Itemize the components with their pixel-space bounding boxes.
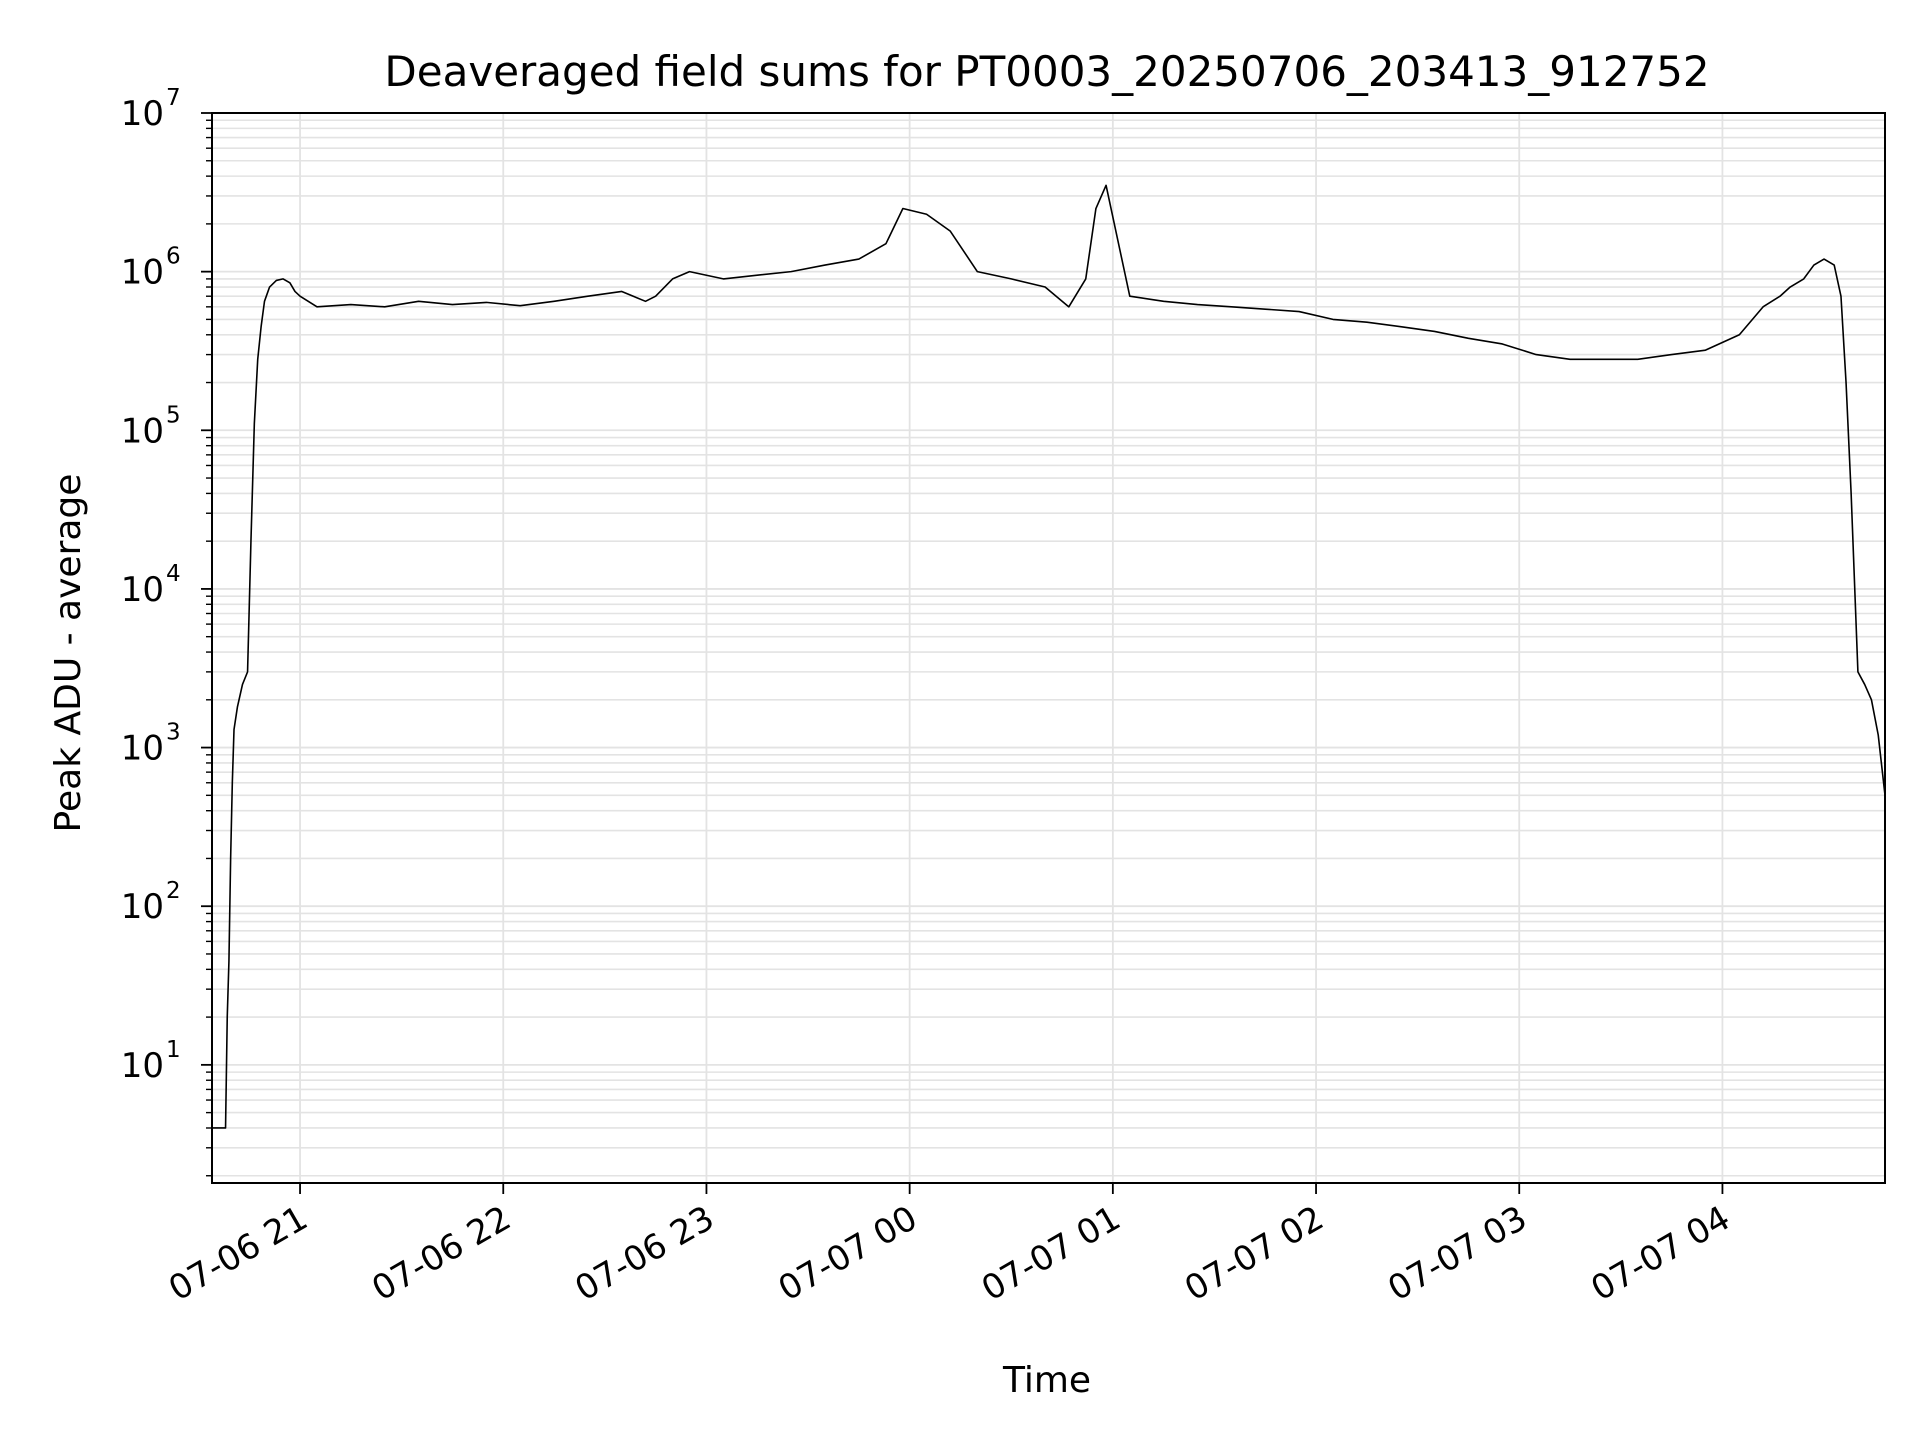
y-tick-label-exponent: 4 [166, 561, 181, 587]
y-tick-label: 10 5 [121, 402, 181, 451]
y-tick-label-base: 10 [121, 1046, 164, 1086]
y-tick-label: 10 6 [121, 244, 181, 293]
y-tick-label: 10 4 [121, 561, 181, 610]
y-tick-label-base: 10 [121, 887, 164, 927]
y-tick-label: 10 7 [121, 85, 181, 134]
y-tick-label-exponent: 1 [166, 1037, 181, 1063]
grid-lines [212, 112, 1885, 1183]
y-tick-label: 10 3 [121, 720, 181, 769]
y-tick-label-base: 10 [121, 729, 164, 769]
chart-title: Deaveraged field sums for PT0003_2025070… [384, 47, 1709, 96]
y-tick-label-exponent: 3 [166, 720, 181, 746]
y-tick-label-base: 10 [121, 253, 164, 293]
plot-frame [211, 112, 1886, 1184]
y-tick-label-exponent: 5 [166, 402, 181, 428]
y-tick-label: 10 2 [121, 878, 181, 927]
y-tick-label-exponent: 7 [166, 85, 181, 111]
y-axis-label: Peak ADU - average [48, 474, 89, 833]
y-tick-label-base: 10 [121, 94, 164, 134]
tick-marks [201, 112, 1724, 1194]
y-tick-label-exponent: 2 [166, 878, 181, 904]
x-axis-label: Time [1002, 1360, 1091, 1401]
y-tick-label: 10 1 [121, 1037, 181, 1086]
series-line-group [212, 184, 1885, 1129]
series-line [212, 184, 1885, 1129]
y-tick-label-base: 10 [121, 411, 164, 451]
y-tick-label-exponent: 6 [166, 244, 181, 270]
y-tick-label-base: 10 [121, 570, 164, 610]
